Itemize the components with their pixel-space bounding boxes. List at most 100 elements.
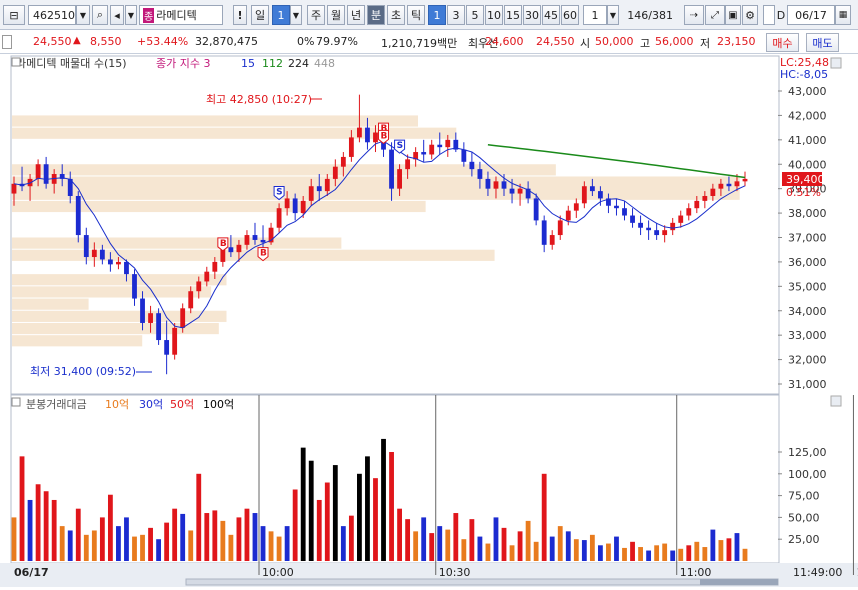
period-second-button[interactable]: 초	[387, 5, 405, 25]
candle-body	[557, 220, 563, 236]
candle-body	[694, 200, 700, 209]
period-week-button[interactable]: 주	[307, 5, 325, 25]
volume-bar	[541, 473, 547, 561]
period-minute-button[interactable]: 분	[367, 5, 385, 25]
bid-price: 24,600	[485, 35, 524, 48]
candle-body	[188, 291, 194, 309]
price-tick-label: 41,000	[788, 134, 827, 147]
volume-bar	[437, 526, 443, 561]
candle-body	[156, 313, 162, 341]
volume-bar	[43, 491, 49, 561]
volume-bar	[573, 539, 579, 561]
volume-bar	[381, 438, 386, 561]
buy-button[interactable]: 매수	[766, 33, 799, 52]
price-panel-collapse-icon[interactable]	[830, 57, 842, 69]
price-tick-label: 31,000	[788, 378, 827, 391]
volume-bar	[597, 545, 603, 561]
time-tick-label: 11:49:00	[793, 566, 842, 579]
candle-body	[654, 230, 660, 236]
price-tick-label: 35,000	[788, 280, 827, 293]
period-month-button[interactable]: 월	[327, 5, 345, 25]
period-dropdown-icon[interactable]: ▼	[290, 5, 302, 25]
profile-bar-10	[12, 310, 227, 322]
period-year-button[interactable]: 년	[347, 5, 365, 25]
marker-label: B	[381, 124, 388, 134]
date-input[interactable]: 06/17	[787, 5, 835, 25]
crosshair-icon[interactable]: ⇢	[684, 5, 704, 25]
price-tick-label: 33,000	[788, 329, 827, 342]
candle-body	[324, 178, 330, 192]
interval-15-button[interactable]: 15	[504, 5, 522, 25]
stock-code-input[interactable]: 462510	[28, 5, 76, 25]
price-panel-toggle-icon[interactable]	[11, 57, 21, 67]
profile-bar-2	[12, 164, 556, 176]
interval-30-button[interactable]: 30	[523, 5, 541, 25]
volume-bar	[581, 540, 587, 561]
volume-bar	[654, 545, 660, 561]
date-checkbox[interactable]	[763, 5, 775, 25]
interval-3-button[interactable]: 3	[447, 5, 465, 25]
execution-strength: 79.97%	[316, 35, 358, 48]
volume-bar	[501, 527, 507, 561]
candle-body	[589, 186, 595, 192]
calendar-icon[interactable]: ▦	[835, 5, 851, 25]
volume-bar	[220, 520, 226, 561]
volume-panel-toggle-icon[interactable]	[11, 397, 21, 407]
volume-bar	[389, 452, 394, 561]
current-price: 24,550	[33, 35, 72, 48]
current-pct-label: 0.51%	[786, 186, 821, 199]
candle-body	[622, 208, 627, 216]
lc-value: LC:25,48	[780, 56, 829, 69]
count-input[interactable]: 1	[583, 5, 607, 25]
volume-bar	[589, 534, 595, 561]
search-icon[interactable]: ⌕	[92, 5, 108, 25]
draw-tool-icon[interactable]: ⤢	[705, 5, 725, 25]
interval-5-button[interactable]: 5	[466, 5, 484, 25]
candle-body	[228, 247, 234, 253]
volume-bar	[91, 530, 97, 561]
code-dropdown-icon[interactable]: ▼	[76, 5, 90, 25]
volume-bar	[734, 533, 740, 561]
interval-10-button[interactable]: 10	[485, 5, 503, 25]
quote-menu-icon[interactable]	[2, 35, 12, 49]
volume-bar	[357, 473, 362, 561]
period-day-button[interactable]: 일	[251, 5, 269, 25]
candle-body	[268, 227, 274, 243]
volume-bar	[164, 522, 170, 561]
settings-icon[interactable]: ⚙	[742, 5, 758, 25]
high-price: 56,000	[655, 35, 694, 48]
candle-body	[469, 161, 475, 170]
chart-menu-icon[interactable]: ⊟	[3, 5, 25, 25]
candle-body	[549, 235, 555, 245]
volume-bar	[405, 519, 411, 561]
interval-60-button[interactable]: 60	[561, 5, 579, 25]
period-num-select[interactable]: 1	[272, 5, 290, 25]
profile-bar-6	[12, 249, 495, 261]
save-icon[interactable]: ▣	[725, 5, 741, 25]
count-dropdown-icon[interactable]: ▼	[607, 5, 619, 25]
candle-body	[662, 230, 668, 236]
prev-stock-icon[interactable]: ◂	[110, 5, 124, 25]
interval-1-button[interactable]: 1	[428, 5, 446, 25]
volume-bar	[196, 473, 202, 561]
volume-bar	[204, 513, 210, 561]
period-tick-button[interactable]: 틱	[407, 5, 425, 25]
volume-bar	[421, 517, 427, 561]
buy-marker-icon	[257, 247, 269, 262]
price-tick-label: 42,000	[788, 109, 827, 122]
volume-bar	[678, 548, 684, 561]
candle-body	[292, 198, 298, 214]
price-tick-label: 38,000	[788, 207, 827, 220]
stock-list-dropdown-icon[interactable]: ▼	[125, 5, 137, 25]
sell-button[interactable]: 매도	[806, 33, 839, 52]
volume-bar	[477, 536, 483, 561]
candle-body	[180, 308, 186, 328]
volume-panel-collapse-icon[interactable]	[830, 395, 842, 407]
stock-name-field[interactable]: 종 라메디텍	[139, 5, 223, 25]
interval-45-button[interactable]: 45	[542, 5, 560, 25]
alert-button[interactable]: !	[233, 5, 247, 25]
profile-bar-0	[12, 115, 418, 127]
volume-bar	[67, 530, 73, 561]
volume-bar	[236, 517, 242, 561]
